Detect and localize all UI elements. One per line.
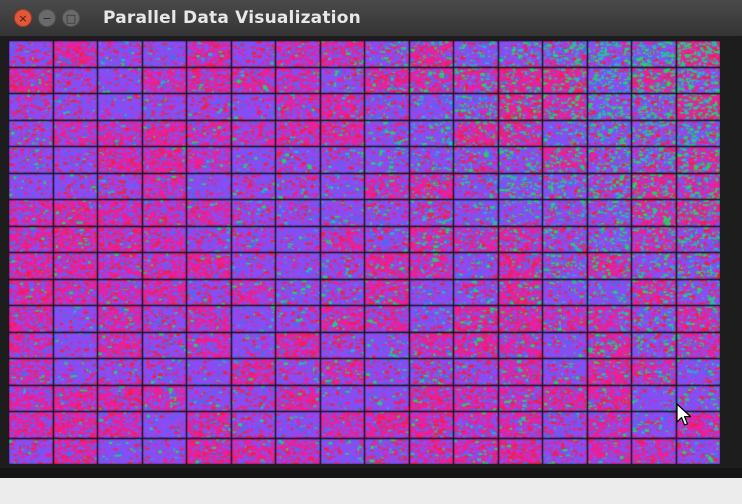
visualization-area[interactable] <box>0 36 742 468</box>
close-button[interactable]: × <box>14 9 32 27</box>
visualization-canvas[interactable] <box>8 40 720 464</box>
mouse-cursor-icon <box>676 403 692 426</box>
window-title: Parallel Data Visualization <box>103 8 361 28</box>
status-area <box>0 478 742 504</box>
maximize-button[interactable]: □ <box>62 9 80 27</box>
minimize-button[interactable]: − <box>38 9 56 27</box>
title-bar[interactable]: × − □ Parallel Data Visualization <box>0 0 742 36</box>
maximize-icon: □ <box>65 11 77 25</box>
canvas-bottom-border <box>0 468 742 478</box>
close-icon: × <box>18 11 28 25</box>
minimize-icon: − <box>42 11 52 25</box>
